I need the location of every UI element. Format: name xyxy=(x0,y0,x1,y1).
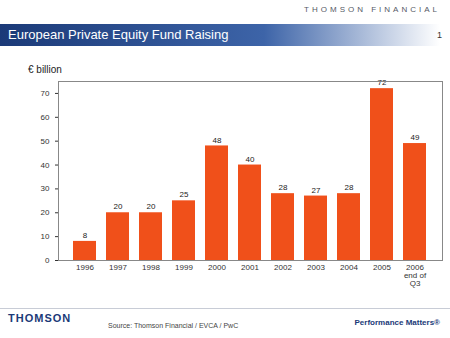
svg-text:1999: 1999 xyxy=(175,263,193,272)
svg-text:20: 20 xyxy=(114,202,123,211)
svg-text:2003: 2003 xyxy=(307,263,325,272)
html-text:THOMSON FINANCIAL: THOMSON FINANCIAL xyxy=(304,5,440,14)
svg-text:40: 40 xyxy=(246,155,255,164)
html-text:European Private Equity Fund R: European Private Equity Fund Raising xyxy=(8,27,229,42)
svg-text:2000: 2000 xyxy=(208,263,226,272)
svg-text:27: 27 xyxy=(312,186,321,195)
svg-text:20: 20 xyxy=(147,202,156,211)
html-text:1: 1 xyxy=(437,30,442,40)
svg-text:70: 70 xyxy=(41,89,50,98)
html-text:Performance Matters®: Performance Matters® xyxy=(354,318,440,327)
svg-text:60: 60 xyxy=(41,113,50,122)
svg-text:0: 0 xyxy=(45,256,50,265)
svg-text:2006end ofQ3: 2006end ofQ3 xyxy=(404,263,427,288)
svg-text:8: 8 xyxy=(83,231,88,240)
svg-text:10: 10 xyxy=(41,232,50,241)
svg-text:20: 20 xyxy=(41,208,50,217)
svg-text:40: 40 xyxy=(41,161,50,170)
svg-text:25: 25 xyxy=(180,190,189,199)
svg-text:1998: 1998 xyxy=(142,263,160,272)
svg-text:2002: 2002 xyxy=(274,263,292,272)
svg-text:2004: 2004 xyxy=(340,263,358,272)
html-text:THOMSON: THOMSON xyxy=(8,312,72,324)
svg-text:2001: 2001 xyxy=(241,263,259,272)
svg-text:49: 49 xyxy=(411,133,420,142)
svg-text:28: 28 xyxy=(279,183,288,192)
svg-text:1996: 1996 xyxy=(76,263,94,272)
svg-text:1997: 1997 xyxy=(109,263,127,272)
svg-text:48: 48 xyxy=(213,136,222,145)
html-text:Source: Thomson Financial / EV: Source: Thomson Financial / EVCA / PwC xyxy=(108,322,239,329)
svg-text:72: 72 xyxy=(378,78,387,87)
svg-text:50: 50 xyxy=(41,137,50,146)
svg-text:2005: 2005 xyxy=(373,263,391,272)
html-text:€ billion: € billion xyxy=(28,64,62,75)
svg-text:28: 28 xyxy=(345,183,354,192)
svg-text:30: 30 xyxy=(41,184,50,193)
